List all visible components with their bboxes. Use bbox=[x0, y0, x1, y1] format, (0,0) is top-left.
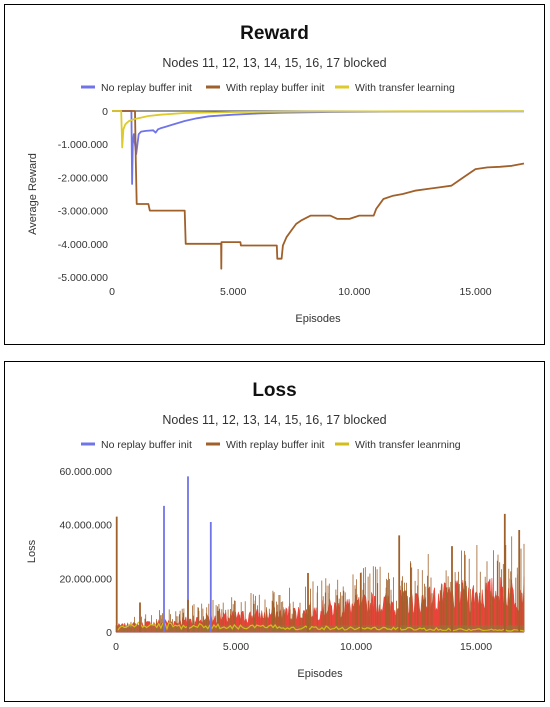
reward-x-axis-label: Episodes bbox=[295, 313, 341, 325]
legend-label-1: No replay buffer init bbox=[101, 82, 192, 94]
reward-chart-title: Reward bbox=[240, 23, 309, 44]
legend-label-3: With transfer learning bbox=[355, 82, 455, 94]
loss-y-tick-label: 40.000.000 bbox=[59, 520, 112, 532]
loss-chart-subtitle: Nodes 11, 12, 13, 14, 15, 16, 17 blocked bbox=[162, 413, 386, 427]
reward-series-line-2 bbox=[112, 110, 525, 270]
legend-label-1: No replay buffer init bbox=[101, 439, 192, 451]
loss-replay-streaks bbox=[121, 536, 525, 632]
reward-x-tick-label: 15.000 bbox=[459, 286, 491, 298]
loss-noise-fill bbox=[115, 576, 525, 633]
loss-chart-panel: Loss Nodes 11, 12, 13, 14, 15, 16, 17 blo… bbox=[4, 361, 545, 702]
loss-chart-title: Loss bbox=[252, 380, 296, 401]
reward-chart: Reward Nodes 11, 12, 13, 14, 15, 16, 17 b… bbox=[27, 23, 525, 325]
loss-chart: Loss Nodes 11, 12, 13, 14, 15, 16, 17 blo… bbox=[26, 380, 525, 680]
loss-y-axis-label: Loss bbox=[26, 539, 38, 563]
reward-x-tick-label: 10.000 bbox=[338, 286, 370, 298]
loss-y-tick-label: 20.000.000 bbox=[59, 573, 112, 585]
loss-y-tick-label: 60.000.000 bbox=[59, 466, 112, 478]
reward-series-line-3 bbox=[112, 110, 525, 149]
reward-chart-subtitle: Nodes 11, 12, 13, 14, 15, 16, 17 blocked bbox=[162, 56, 386, 70]
loss-x-axis-label: Episodes bbox=[297, 668, 343, 680]
legend-label-2: With replay buffer init bbox=[226, 82, 325, 94]
reward-x-tick-label: 0 bbox=[109, 286, 115, 298]
loss-series-line-3 bbox=[115, 621, 525, 632]
loss-x-tick-label: 5.000 bbox=[223, 641, 249, 653]
reward-y-tick-label: 0 bbox=[102, 106, 108, 118]
reward-y-tick-label: -5.000.000 bbox=[58, 272, 108, 284]
legend-label-2: With replay buffer init bbox=[226, 439, 325, 451]
reward-y-axis-label: Average Reward bbox=[27, 153, 39, 235]
reward-y-tick-label: -4.000.000 bbox=[58, 239, 108, 251]
reward-chart-panel: Reward Nodes 11, 12, 13, 14, 15, 16, 17 b… bbox=[4, 4, 545, 345]
loss-x-tick-label: 15.000 bbox=[460, 641, 492, 653]
loss-y-tick-label: 0 bbox=[106, 627, 112, 639]
reward-y-tick-label: -2.000.000 bbox=[58, 172, 108, 184]
reward-x-tick-label: 5.000 bbox=[220, 286, 246, 298]
loss-x-tick-label: 0 bbox=[113, 641, 119, 653]
reward-series-line-1 bbox=[112, 110, 525, 185]
reward-y-tick-label: -3.000.000 bbox=[58, 206, 108, 218]
loss-x-tick-label: 10.000 bbox=[340, 641, 372, 653]
legend-label-3: With transfer leanrning bbox=[355, 439, 461, 451]
reward-y-tick-label: -1.000.000 bbox=[58, 139, 108, 151]
